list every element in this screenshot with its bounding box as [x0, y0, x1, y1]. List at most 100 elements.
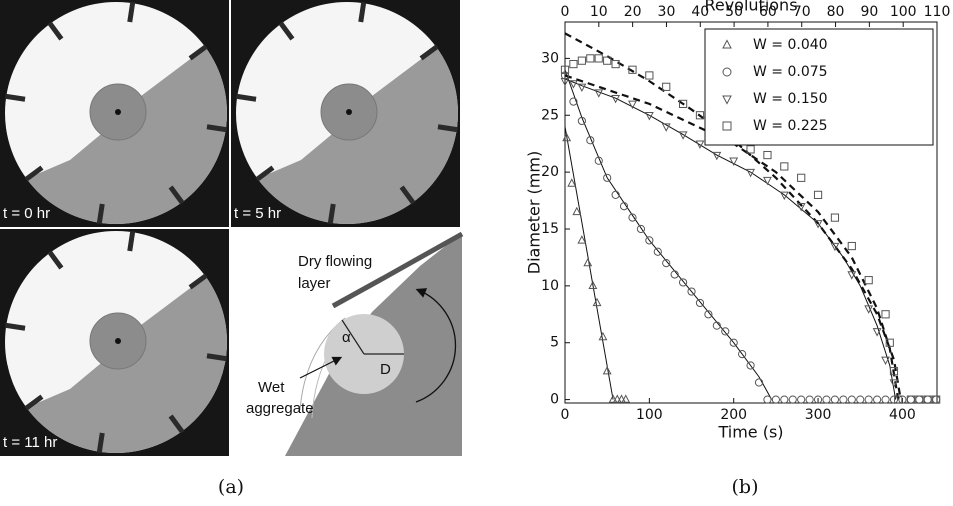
point: [617, 394, 626, 403]
core: [115, 338, 121, 344]
point: [687, 287, 696, 296]
point: [881, 395, 890, 404]
point: [932, 395, 941, 404]
spoke: [127, 230, 136, 252]
point: [636, 224, 646, 234]
photo: t = 0 hr: [0, 0, 229, 227]
point: [628, 213, 637, 222]
point: [780, 395, 789, 404]
x2-axis-label: Revolutions: [704, 0, 797, 15]
point: [569, 97, 578, 106]
point: [729, 157, 739, 166]
y-tick-label: 15: [541, 221, 559, 237]
point: [695, 111, 705, 120]
point: [644, 112, 654, 121]
point: [830, 213, 840, 222]
point: [661, 123, 671, 132]
point: [612, 394, 622, 403]
point: [569, 80, 578, 89]
spoke: [235, 93, 257, 102]
point: [847, 241, 856, 251]
spoke: [96, 203, 105, 225]
point: [856, 395, 865, 404]
dry-layer: [331, 231, 464, 309]
point: [560, 65, 570, 74]
point: [598, 331, 608, 341]
point: [560, 71, 570, 80]
point: [594, 89, 604, 98]
point: [603, 56, 612, 65]
chart: 0 100 200 300 400 0 10 20 30 40 50 60 70 80 90 100 110 0 5…: [525, 0, 951, 442]
point: [586, 54, 595, 63]
point: [704, 310, 713, 319]
spoke: [96, 432, 105, 454]
spoke: [24, 165, 44, 182]
point: [594, 156, 603, 165]
y-tick-label: 0: [550, 392, 559, 408]
point: [695, 140, 705, 149]
point: [653, 247, 662, 256]
point: [780, 162, 789, 171]
point: [873, 395, 882, 404]
point: [619, 202, 629, 211]
y-axis-label: Diameter (mm): [525, 151, 544, 274]
point: [889, 367, 899, 376]
point: [567, 178, 577, 187]
y-tick-label: 10: [541, 278, 559, 294]
x2-tick-label: 110: [924, 4, 951, 20]
legend-label: W = 0.225: [753, 118, 828, 134]
point: [621, 394, 631, 403]
spoke: [419, 44, 439, 61]
point: [588, 280, 598, 290]
point: [721, 327, 730, 336]
spoke: [24, 394, 44, 411]
point: [662, 259, 671, 268]
point: [813, 220, 823, 229]
point: [771, 395, 780, 404]
point: [628, 100, 637, 110]
point: [894, 395, 903, 404]
x-tick-label: 300: [805, 407, 832, 423]
point: [830, 395, 840, 404]
spoke: [206, 353, 228, 362]
point: [577, 235, 587, 244]
spoke: [188, 44, 208, 61]
photo: t = 11 hr: [0, 229, 229, 456]
time-label: t = 5 hr: [234, 205, 281, 222]
spoke: [4, 322, 26, 331]
rotation-arrow: [415, 288, 457, 403]
spoke: [399, 185, 416, 205]
panel-a: t = 0 hr t = 5 hr t = 11 hr: [0, 0, 460, 456]
aggregate-label: aggregate: [246, 400, 314, 417]
spoke: [168, 185, 185, 205]
spoke: [47, 250, 64, 270]
fit-line: [564, 126, 614, 400]
point: [712, 321, 721, 330]
point: [796, 203, 806, 212]
point: [678, 131, 688, 140]
diameter-label: D: [380, 361, 391, 378]
spoke: [127, 1, 136, 23]
legend: [704, 28, 934, 146]
point: [797, 173, 806, 182]
point: [746, 168, 756, 178]
time-label: t = 0 hr: [3, 205, 50, 222]
x-axis-label: Time (s): [717, 423, 783, 442]
point: [754, 378, 764, 387]
point: [586, 136, 595, 145]
legend-marker: [722, 39, 732, 49]
point: [729, 338, 738, 347]
point: [572, 206, 582, 216]
point: [608, 394, 618, 403]
x2-tick-label: 0: [561, 4, 570, 20]
point: [611, 190, 620, 199]
point: [889, 395, 899, 404]
point: [628, 65, 637, 74]
spoke: [206, 124, 228, 133]
spoke: [327, 203, 336, 225]
fit-line: [564, 32, 902, 400]
x-tick-label: 0: [561, 407, 570, 423]
x-tick-label: 200: [720, 407, 747, 423]
legend-label: W = 0.075: [753, 64, 828, 80]
x2-tick-label: 10: [590, 4, 608, 20]
